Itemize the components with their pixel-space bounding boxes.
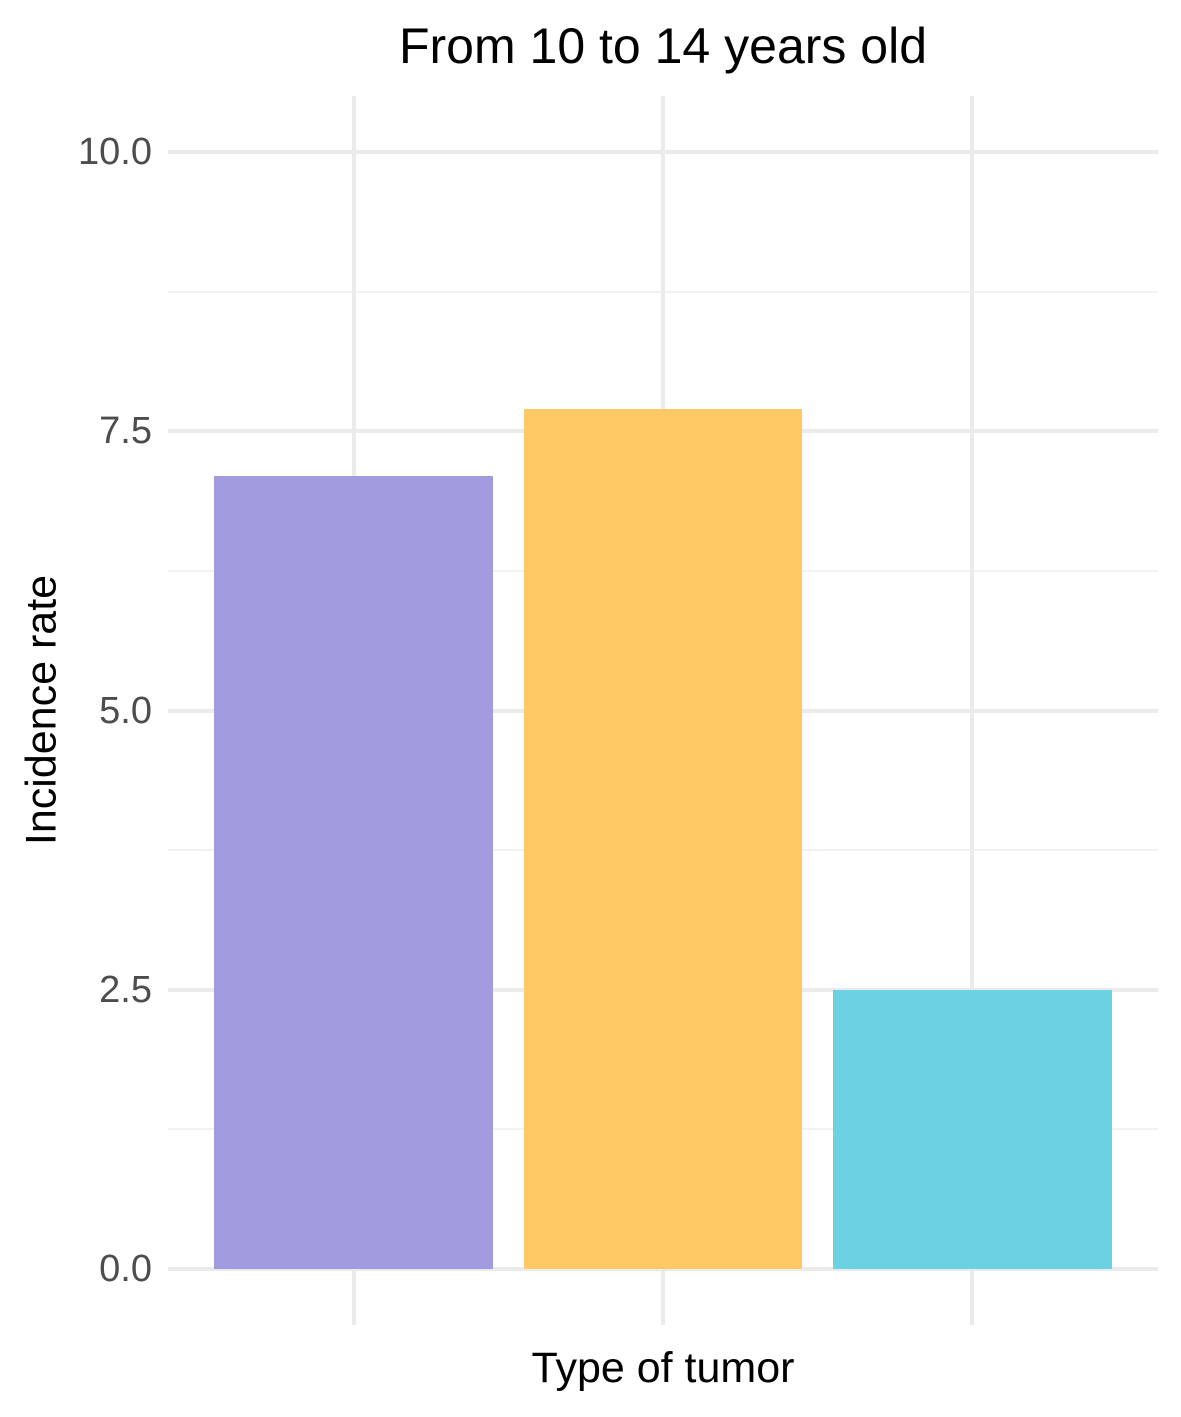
y-tick-label: 0.0 [99,1248,152,1291]
y-tick-label: 7.5 [99,410,152,453]
bar-category-1 [214,475,493,1270]
plot-panel [168,96,1158,1325]
y-tick-label: 2.5 [99,968,152,1011]
chart-title: From 10 to 14 years old [398,18,928,74]
bar-category-3 [833,989,1112,1270]
y-tick-label: 5.0 [99,689,152,732]
x-axis-title: Type of tumor [531,1344,795,1392]
bar-category-2 [523,408,803,1270]
gridline-vertical [970,96,975,1325]
y-tick-label: 10.0 [78,130,152,173]
